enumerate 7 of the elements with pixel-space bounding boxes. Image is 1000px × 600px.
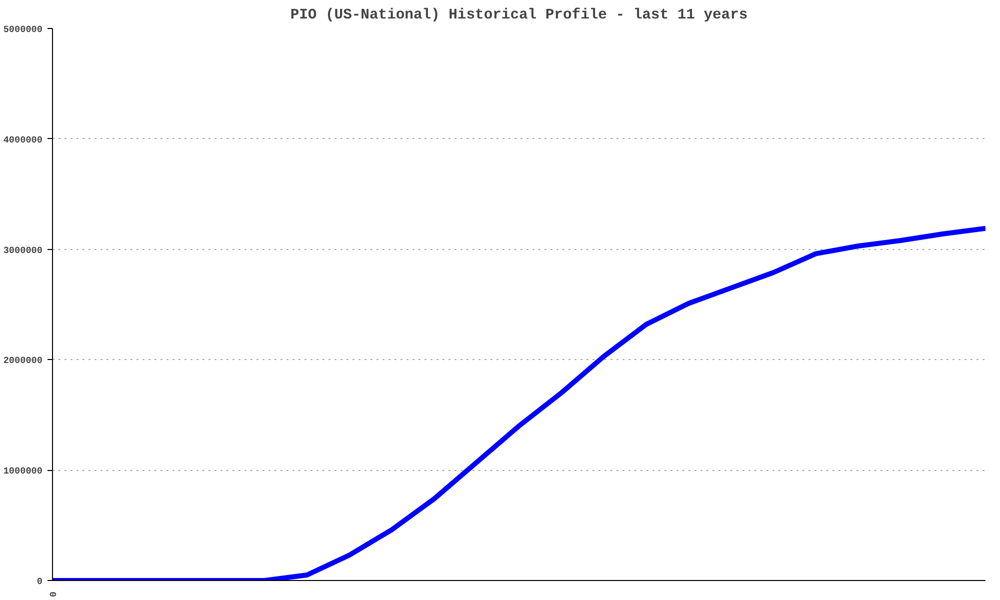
y-tick-label: 0 [36, 576, 43, 587]
y-tick-label: 1000000 [3, 466, 43, 477]
y-tick-label: 3000000 [3, 244, 43, 256]
chart-title: PIO (US-National) Historical Profile - last 11 years [290, 8, 748, 24]
y-tick-label: 2000000 [3, 355, 43, 366]
y-tick-label: 5000000 [3, 24, 43, 35]
y-tick-label: 4000000 [3, 134, 43, 146]
